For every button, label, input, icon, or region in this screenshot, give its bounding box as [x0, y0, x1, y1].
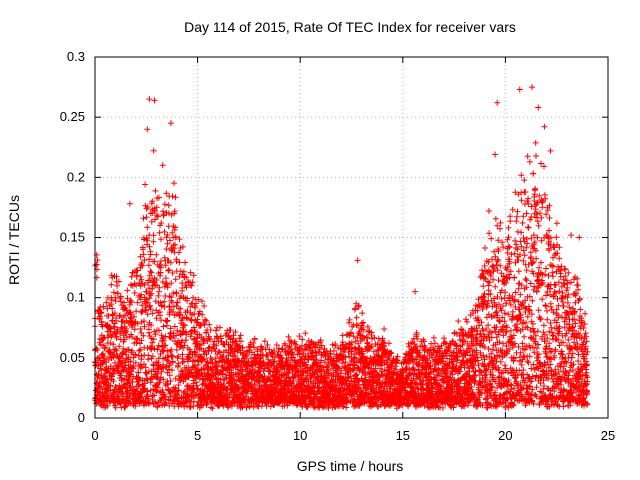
- peak-point: [159, 162, 166, 169]
- x-tick-label: 0: [91, 428, 98, 443]
- peak-point: [485, 208, 492, 215]
- plot-frame: [94, 56, 609, 419]
- peak-point: [568, 232, 575, 239]
- peak-point: [492, 151, 499, 158]
- peak-point: [126, 200, 133, 207]
- y-tick-label: 0.15: [60, 230, 85, 245]
- grid-lines: [95, 57, 608, 418]
- y-axis-label: ROTI / TECUs: [6, 195, 22, 285]
- peak-point: [516, 86, 523, 93]
- x-tick-label: 25: [601, 428, 615, 443]
- chart-title: Day 114 of 2015, Rate Of TEC Index for r…: [184, 19, 516, 35]
- x-axis-label: GPS time / hours: [297, 458, 404, 474]
- y-tick-label: 0.25: [60, 109, 85, 124]
- y-tick-label: 0.05: [60, 350, 85, 365]
- peak-point: [151, 97, 158, 104]
- peak-point: [146, 96, 153, 103]
- x-tick-label: 5: [194, 428, 201, 443]
- x-tick-label: 15: [396, 428, 410, 443]
- y-tick-label: 0.3: [67, 49, 85, 64]
- peak-point: [144, 126, 151, 133]
- peak-point: [354, 257, 361, 264]
- peak-point: [529, 84, 536, 91]
- peak-point: [535, 104, 542, 111]
- y-tick-label: 0.1: [67, 290, 85, 305]
- peak-point: [167, 120, 174, 127]
- y-tick-label: 0: [78, 410, 85, 425]
- x-tick-label: 20: [498, 428, 512, 443]
- peak-point: [412, 288, 419, 295]
- peak-point: [547, 147, 554, 154]
- y-tick-label: 0.2: [67, 169, 85, 184]
- peak-point: [576, 234, 583, 241]
- x-tick-label: 10: [293, 428, 307, 443]
- peak-point: [541, 123, 548, 130]
- peak-point: [494, 99, 501, 106]
- tick-labels: 0 5 10 15 20 25 0 0.05 0.1 0.15 0.2 0.25 0.3: [60, 49, 616, 443]
